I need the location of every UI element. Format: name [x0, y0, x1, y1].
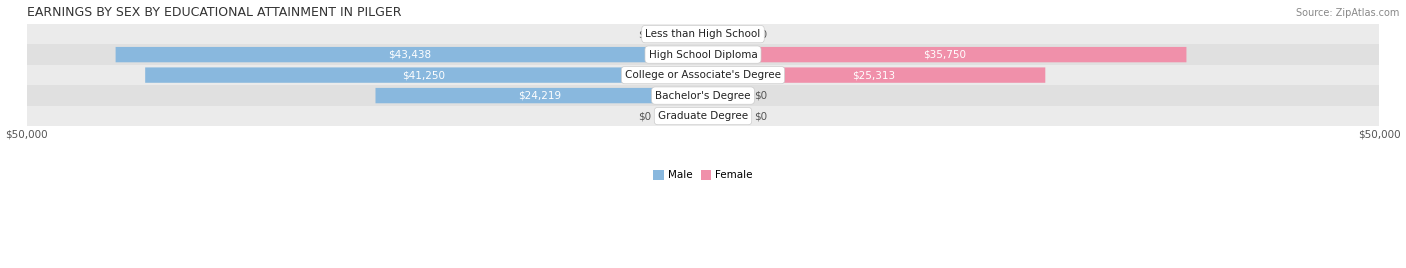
Text: $24,219: $24,219	[517, 91, 561, 100]
Bar	[27, 44, 1379, 65]
Text: $35,750: $35,750	[924, 50, 966, 59]
Text: $41,250: $41,250	[402, 70, 446, 80]
Text: Bachelor's Degree: Bachelor's Degree	[655, 91, 751, 100]
FancyBboxPatch shape	[703, 27, 744, 42]
Text: $0: $0	[755, 111, 768, 121]
Text: College or Associate's Degree: College or Associate's Degree	[626, 70, 780, 80]
Bar	[27, 24, 1379, 44]
FancyBboxPatch shape	[662, 27, 703, 42]
Bar	[27, 65, 1379, 85]
Text: High School Diploma: High School Diploma	[648, 50, 758, 59]
Text: $0: $0	[755, 91, 768, 100]
FancyBboxPatch shape	[703, 108, 744, 124]
Text: EARNINGS BY SEX BY EDUCATIONAL ATTAINMENT IN PILGER: EARNINGS BY SEX BY EDUCATIONAL ATTAINMEN…	[27, 6, 401, 18]
Text: $0: $0	[755, 29, 768, 39]
FancyBboxPatch shape	[703, 88, 744, 103]
FancyBboxPatch shape	[145, 68, 703, 83]
Bar	[27, 85, 1379, 106]
FancyBboxPatch shape	[703, 68, 1045, 83]
Text: Less than High School: Less than High School	[645, 29, 761, 39]
FancyBboxPatch shape	[703, 47, 1187, 62]
Bar	[27, 106, 1379, 126]
Text: Graduate Degree: Graduate Degree	[658, 111, 748, 121]
FancyBboxPatch shape	[115, 47, 703, 62]
Legend: Male, Female: Male, Female	[650, 166, 756, 185]
FancyBboxPatch shape	[375, 88, 703, 103]
FancyBboxPatch shape	[662, 108, 703, 124]
Text: $25,313: $25,313	[852, 70, 896, 80]
Text: $0: $0	[638, 111, 651, 121]
Text: $43,438: $43,438	[388, 50, 430, 59]
Text: $0: $0	[638, 29, 651, 39]
Text: Source: ZipAtlas.com: Source: ZipAtlas.com	[1295, 8, 1399, 18]
